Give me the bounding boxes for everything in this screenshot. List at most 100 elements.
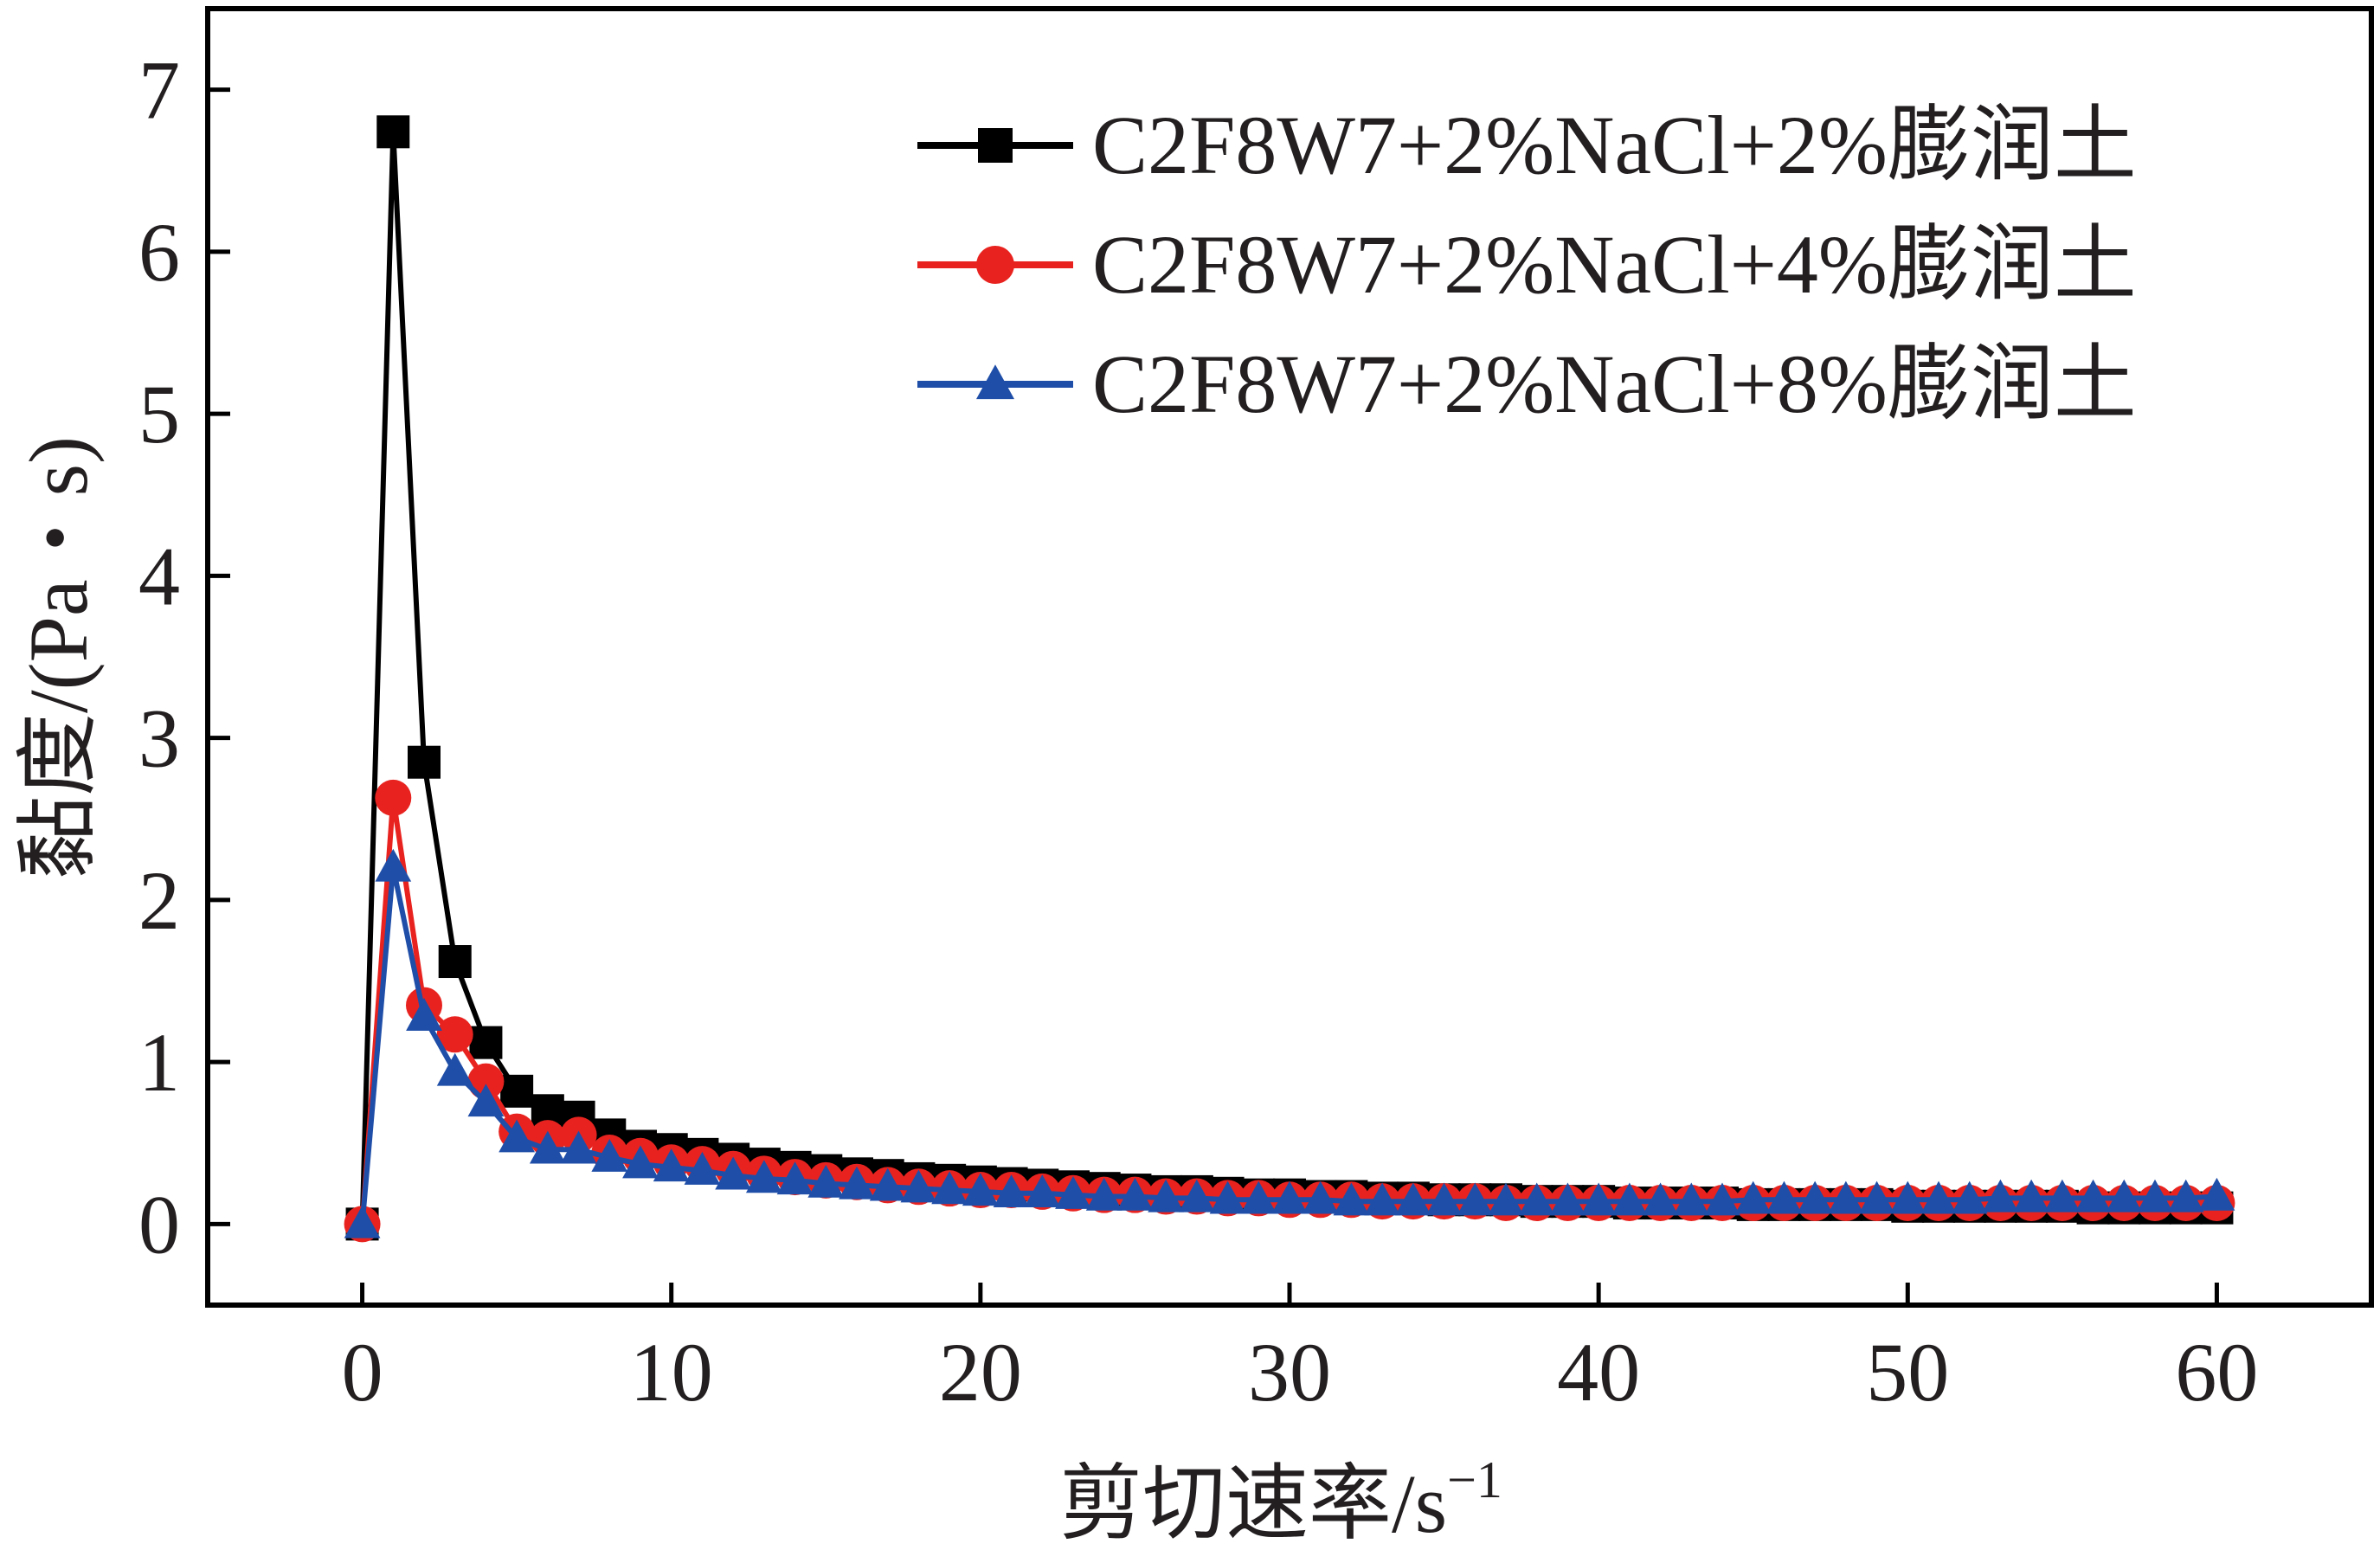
y-tick-label-6: 6 (138, 206, 180, 299)
x-tick-label-1: 10 (630, 1326, 713, 1418)
series-2-point-55 (2043, 1179, 2081, 1212)
series-2-point-49 (1858, 1180, 1895, 1214)
series-2-point-31 (1302, 1180, 1339, 1214)
series-2-point-15 (807, 1164, 845, 1198)
series-2-point-10 (653, 1148, 690, 1182)
series-2-point-4 (467, 1084, 505, 1117)
series-2-point-46 (1766, 1180, 1803, 1214)
series-0-point-2 (408, 745, 441, 779)
series-2-point-12 (715, 1156, 752, 1190)
series-1-point-3 (436, 1016, 473, 1053)
y-tick-label-1: 1 (138, 1016, 180, 1109)
series-2-point-8 (591, 1138, 628, 1172)
series-2-point-13 (745, 1160, 782, 1193)
legend-marker-0 (978, 128, 1013, 163)
series-2-point-16 (839, 1166, 875, 1200)
legend: C2F8W7+2%NaCl+2%膨润土 C2F8W7+2%NaCl+4%膨润土 C2… (917, 99, 2137, 430)
series-2-point-6 (529, 1130, 566, 1164)
x-axis-title: 剪切速率/s−1 (1059, 1451, 1502, 1550)
series-2-point-0 (344, 1205, 381, 1238)
series-2-point-33 (1364, 1182, 1401, 1216)
series-2-point-32 (1333, 1182, 1370, 1216)
series-2-point-43 (1673, 1182, 1710, 1216)
series-2-point-21 (993, 1174, 1030, 1208)
legend-item-1: C2F8W7+2%NaCl+4%膨润土 (917, 218, 2137, 311)
y-axis-title: 黏度/(Pa・s) (12, 436, 105, 879)
series-0-point-3 (438, 945, 472, 979)
x-tick-label-0: 0 (342, 1326, 383, 1418)
y-tick-label-5: 5 (138, 368, 180, 460)
series-2-point-7 (560, 1130, 597, 1164)
series-2-point-47 (1797, 1180, 1834, 1214)
series-2-point-41 (1611, 1182, 1648, 1216)
y-tick-label-2: 2 (138, 854, 180, 947)
series-2-point-11 (684, 1151, 721, 1185)
series-2-point-59 (2167, 1179, 2204, 1212)
series-2-point-36 (1457, 1182, 1494, 1216)
y-tick-label-4: 4 (138, 530, 180, 622)
y-tick-label-7: 7 (138, 44, 180, 137)
series-2-point-57 (2106, 1179, 2143, 1212)
series-2-point-18 (900, 1169, 937, 1203)
legend-item-2: C2F8W7+2%NaCl+8%膨润土 (917, 338, 2137, 430)
series-2-point-3 (436, 1052, 473, 1086)
series-2-point-60 (2198, 1177, 2235, 1211)
series-2-point-5 (499, 1119, 536, 1153)
series-2-point-56 (2074, 1179, 2112, 1212)
legend-marker-1 (976, 246, 1014, 284)
series-0-point-1 (376, 115, 410, 149)
series-2-point-25 (1116, 1177, 1154, 1211)
series-2-point-24 (1085, 1177, 1122, 1211)
series-2-point-48 (1827, 1180, 1864, 1214)
series-2-point-45 (1734, 1180, 1772, 1214)
series-2-point-17 (869, 1167, 906, 1201)
series-2-point-53 (1982, 1179, 2019, 1212)
series-2-point-40 (1580, 1182, 1618, 1216)
axes: 0 10 20 30 40 50 60 0 1 2 3 4 5 6 7 (138, 6, 2374, 1418)
series-2-point-9 (622, 1145, 659, 1179)
series-2-point-2 (406, 998, 442, 1031)
x-tick-label-6: 60 (2175, 1326, 2258, 1418)
series-1-point-1 (375, 779, 412, 816)
legend-label-1: C2F8W7+2%NaCl+4%膨润土 (1092, 218, 2137, 311)
series-2-point-39 (1549, 1182, 1586, 1216)
series-0-point-4 (469, 1026, 503, 1059)
series-2-point-34 (1394, 1182, 1431, 1216)
legend-label-2: C2F8W7+2%NaCl+8%膨润土 (1092, 338, 2137, 430)
y-tick-label-0: 0 (138, 1178, 180, 1270)
series-2-point-38 (1518, 1182, 1555, 1216)
series-2-point-30 (1271, 1180, 1308, 1214)
series-2-point-44 (1704, 1182, 1740, 1216)
series-2-point-23 (1055, 1176, 1091, 1209)
legend-marker-2 (976, 364, 1014, 400)
x-tick-label-4: 40 (1557, 1326, 1640, 1418)
series-2 (344, 848, 2235, 1238)
series-0-point-5 (500, 1074, 534, 1108)
series-2-point-27 (1178, 1179, 1215, 1212)
x-tick-label-5: 50 (1866, 1326, 1949, 1418)
series-2-point-51 (1920, 1180, 1957, 1214)
x-axis-title-text: 剪切速率/s (1059, 1457, 1447, 1550)
series-2-point-22 (1024, 1174, 1061, 1208)
x-axis-title-superscript: −1 (1447, 1451, 1502, 1508)
series-2-point-19 (931, 1171, 968, 1205)
legend-item-0: C2F8W7+2%NaCl+2%膨润土 (917, 99, 2137, 191)
series-2-point-35 (1425, 1182, 1463, 1216)
x-tick-label-2: 20 (939, 1326, 1022, 1418)
series-2-point-28 (1209, 1180, 1246, 1214)
series-2-point-42 (1642, 1182, 1679, 1216)
series-2-point-52 (1951, 1180, 1988, 1214)
plot-series (344, 115, 2235, 1243)
series-2-point-50 (1889, 1180, 1927, 1214)
series-2-point-37 (1488, 1182, 1524, 1216)
y-tick-label-3: 3 (138, 692, 180, 785)
x-tick-label-3: 30 (1248, 1326, 1331, 1418)
series-2-point-54 (2013, 1179, 2050, 1212)
series-2-point-58 (2137, 1179, 2173, 1212)
series-2-point-29 (1240, 1180, 1277, 1214)
series-2-point-20 (962, 1173, 999, 1206)
legend-label-0: C2F8W7+2%NaCl+2%膨润土 (1092, 99, 2137, 191)
series-2-point-14 (776, 1161, 814, 1195)
series-2-point-26 (1148, 1179, 1185, 1212)
